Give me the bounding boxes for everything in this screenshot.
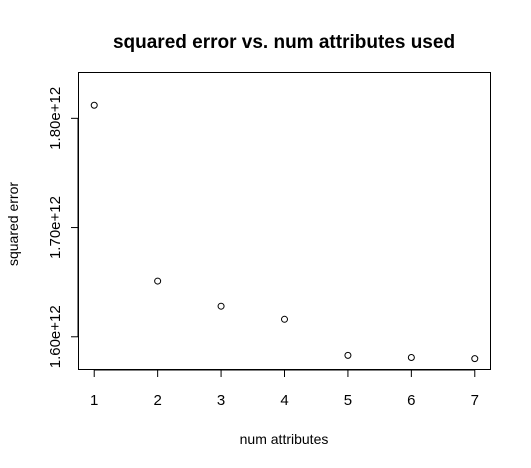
data-point [471,355,479,363]
x-axis: 1 2 3 4 5 6 7 [90,369,479,409]
data-point [344,351,352,359]
data-point [407,354,415,362]
y-tick-label: 1.80e+12 [47,87,64,150]
y-axis: 1.60e+12 1.70e+12 1.80e+12 [47,87,79,368]
x-tick-label: 6 [407,392,415,409]
data-point [281,315,288,323]
y-tick-label: 1.70e+12 [47,196,64,259]
x-tick-label: 1 [90,392,98,409]
y-axis-label: squared error [5,182,21,266]
x-tick-label: 4 [280,392,288,409]
x-tick-label: 7 [471,392,479,409]
data-points [90,101,479,363]
x-tick-label: 5 [344,392,352,409]
x-tick-label: 2 [153,392,161,409]
chart-title: squared error vs. num attributes used [113,32,455,53]
y-tick-label: 1.60e+12 [47,305,64,368]
data-point [217,302,225,310]
x-axis-label: num attributes [240,431,329,447]
x-tick-label: 3 [217,392,225,409]
data-point [154,277,162,285]
data-point [90,101,98,109]
